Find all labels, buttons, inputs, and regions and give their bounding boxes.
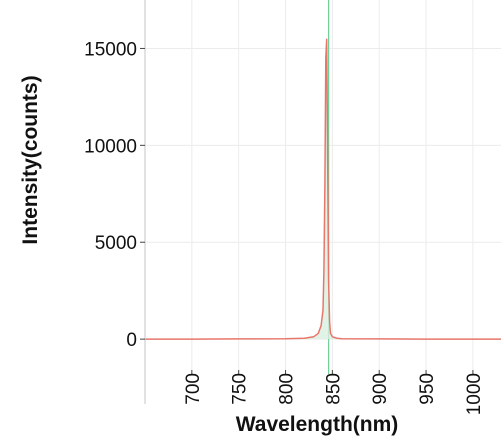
y-tick-label-15000: 15000 <box>84 39 137 60</box>
y-axis-title: Intensity(counts) <box>19 75 42 244</box>
y-tick-label-0: 0 <box>126 330 137 351</box>
y-tick-label-5000: 5000 <box>95 233 137 254</box>
y-tick-labels: 0 5000 10000 15000 <box>84 39 145 351</box>
x-tick-label-950: 950 <box>417 373 438 405</box>
x-tick-label-750: 750 <box>230 373 251 405</box>
x-tick-label-700: 700 <box>183 373 204 405</box>
x-tick-labels: 700 750 800 850 900 950 1000 <box>183 370 485 415</box>
x-tick-label-850: 850 <box>323 373 344 405</box>
series-0-line <box>145 38 501 340</box>
x-tick-label-800: 800 <box>277 373 298 405</box>
series-group <box>145 38 501 340</box>
x-axis-title: Wavelength(nm) <box>236 413 399 436</box>
grid-lines <box>145 0 501 374</box>
y-tick-label-10000: 10000 <box>84 136 137 157</box>
x-tick-label-1000: 1000 <box>464 373 485 415</box>
x-tick-label-900: 900 <box>370 373 391 405</box>
